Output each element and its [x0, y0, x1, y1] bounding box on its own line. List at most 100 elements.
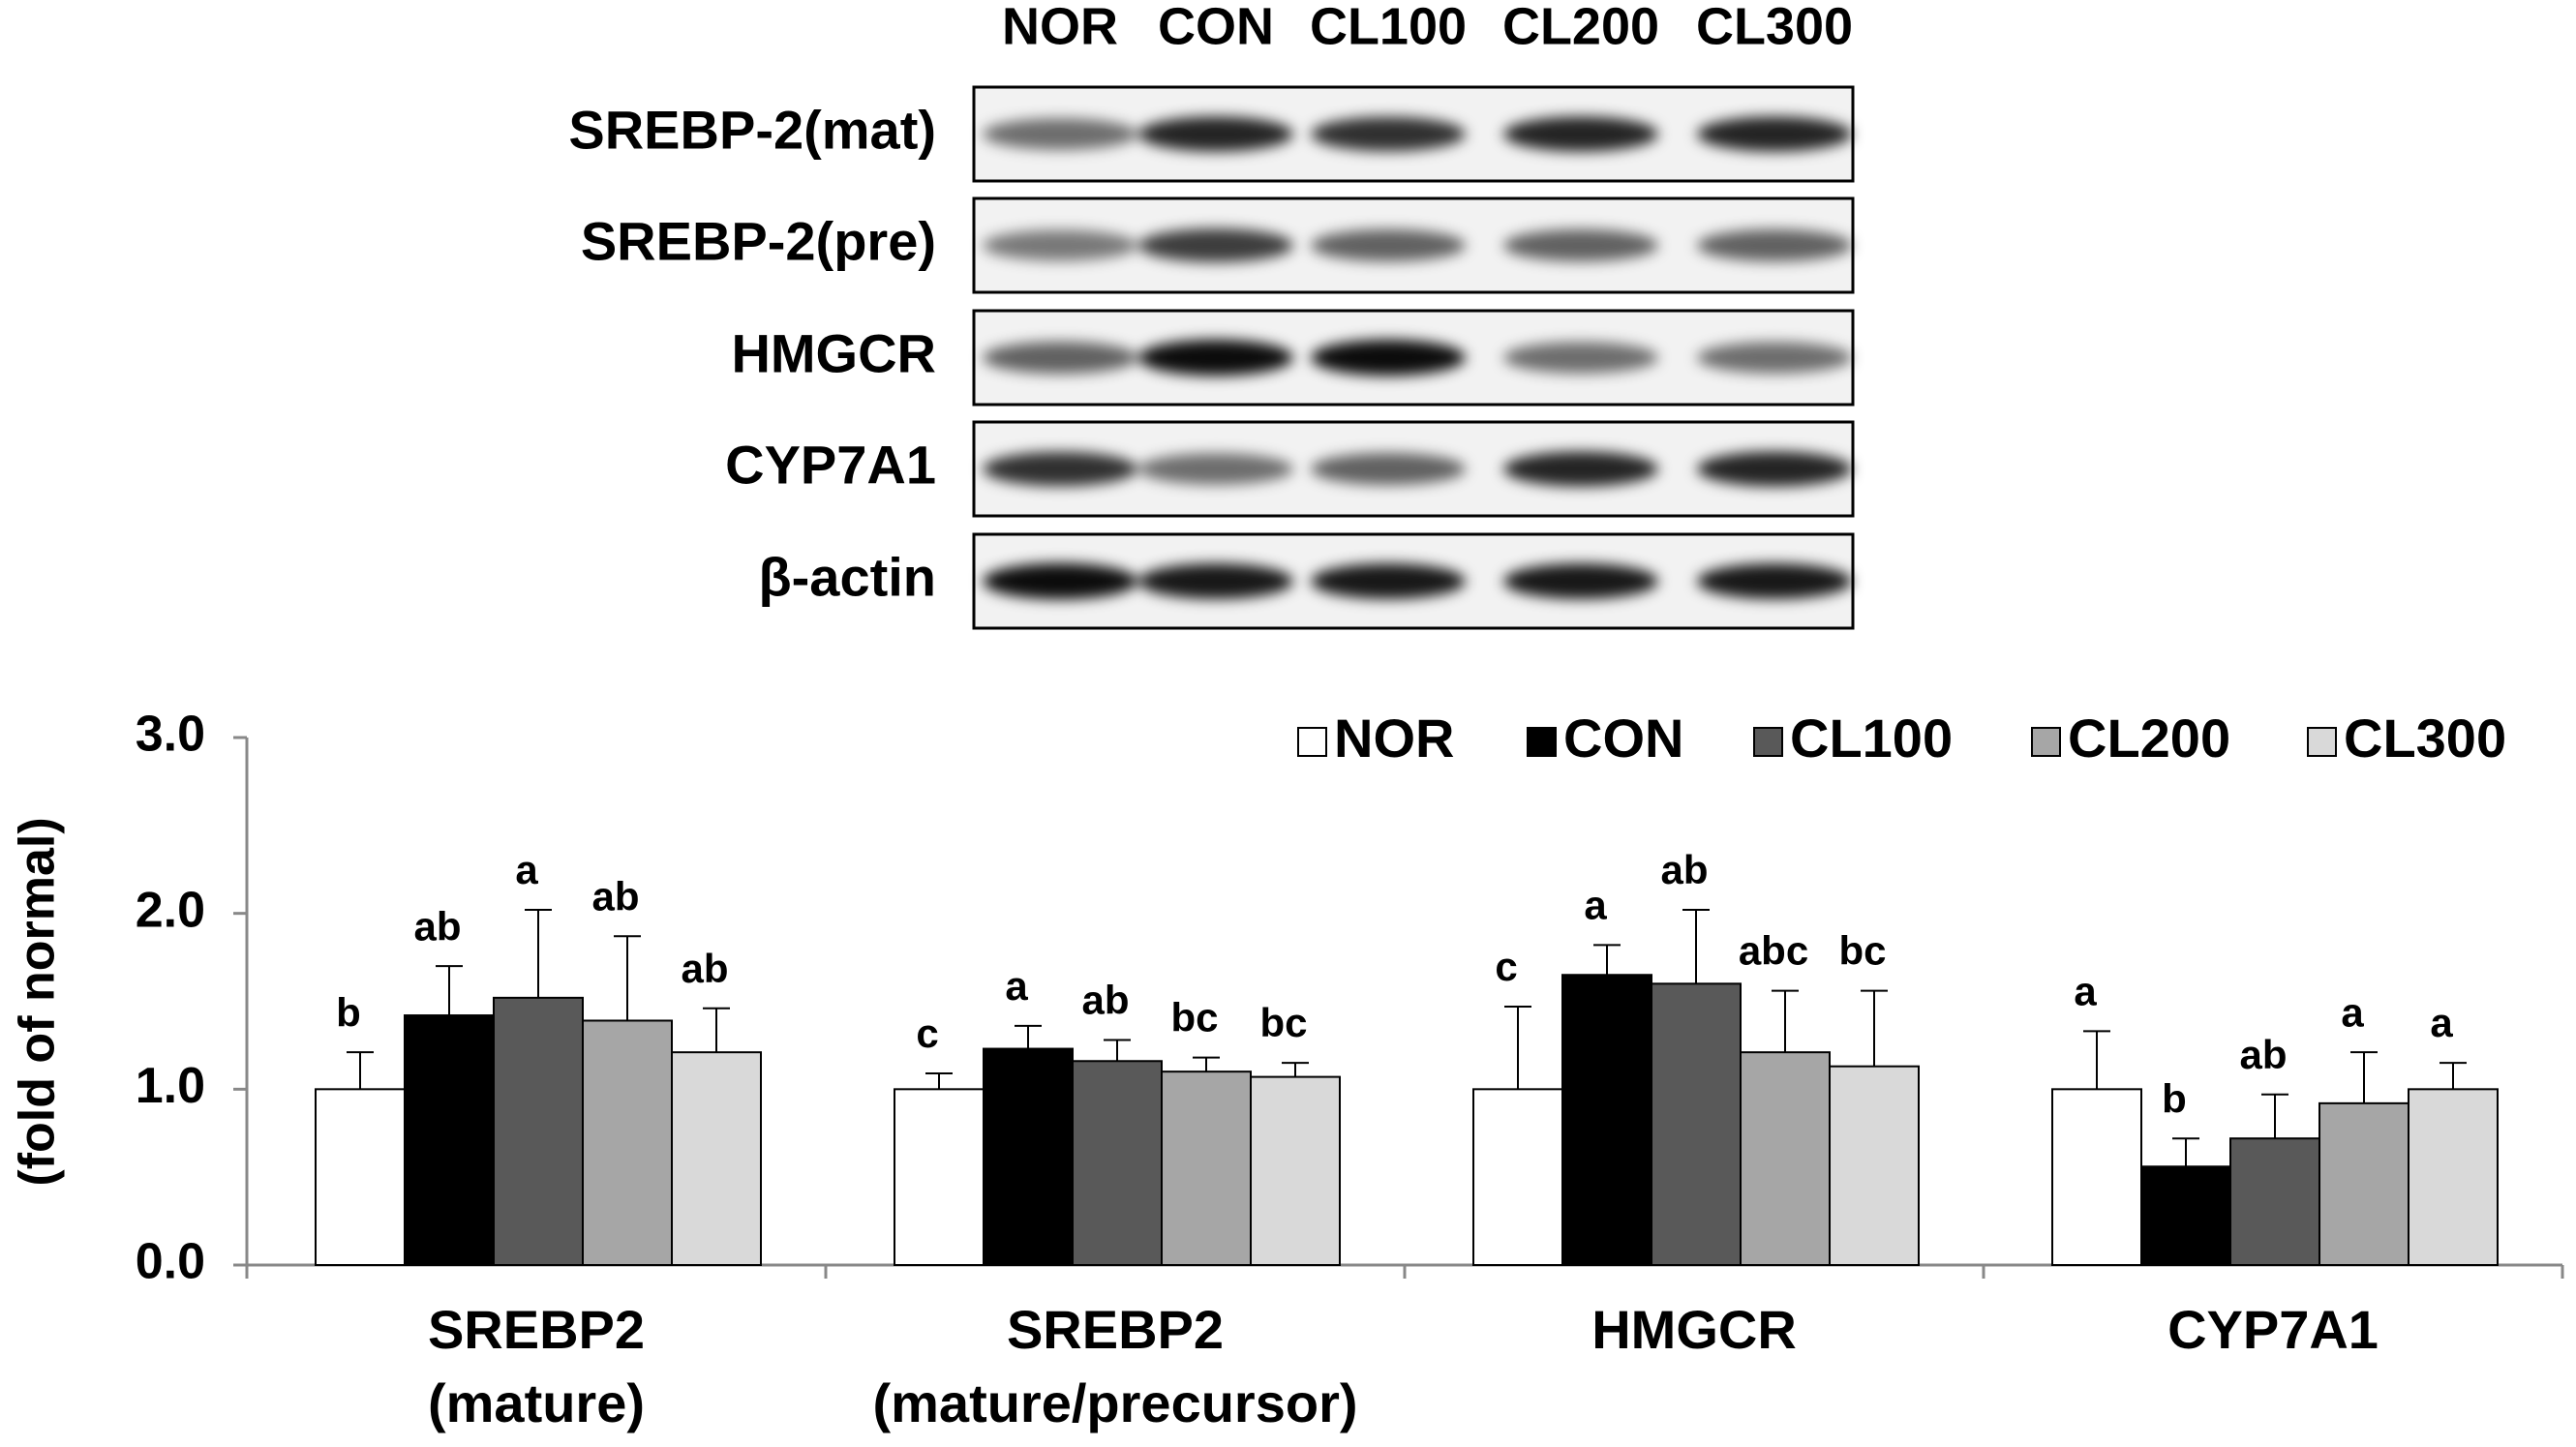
error-bar	[925, 1071, 953, 1090]
bar	[2408, 1088, 2499, 1267]
significance-letter: b	[336, 989, 361, 1035]
band	[1697, 228, 1852, 262]
row-label: β-actin	[758, 546, 936, 607]
significance-letter: a	[515, 847, 538, 892]
band	[1503, 342, 1658, 374]
x-tick-label-line: (mature)	[428, 1372, 645, 1433]
blot-bands	[983, 228, 1852, 262]
x-tick-label: HMGCR	[1591, 1299, 1797, 1360]
error-bar	[1593, 944, 1621, 976]
band	[1697, 451, 1852, 487]
error-bar	[436, 965, 463, 1016]
band	[1697, 563, 1852, 599]
error-bar	[1282, 1062, 1309, 1077]
legend-label: CL300	[2344, 708, 2506, 769]
error-bar	[614, 935, 641, 1021]
bar	[671, 1051, 762, 1267]
legend-label: CL100	[1790, 708, 1953, 769]
error-bar	[1772, 989, 1799, 1053]
significance-letter: bc	[1838, 928, 1886, 974]
bar	[983, 1047, 1074, 1267]
significance-letter: bc	[1170, 995, 1218, 1040]
band	[983, 229, 1137, 261]
bar	[1250, 1075, 1341, 1267]
band	[1138, 339, 1293, 377]
band	[1311, 452, 1466, 486]
x-tick-label: CYP7A1	[2167, 1299, 2379, 1360]
bar	[315, 1088, 406, 1267]
significance-letter: a	[2074, 968, 2097, 1013]
error-bar	[1504, 1005, 1531, 1090]
bar	[1161, 1070, 1252, 1266]
band	[983, 451, 1137, 487]
band	[1503, 563, 1658, 599]
band	[1311, 339, 1466, 377]
significance-letter: c	[916, 1010, 938, 1056]
band	[983, 341, 1137, 375]
y-axis-label: (fold of normal)	[10, 817, 66, 1186]
error-bar	[2172, 1137, 2199, 1167]
error-bar	[2350, 1051, 2378, 1103]
significance-letter: abc	[1739, 928, 1808, 974]
band	[1503, 451, 1658, 487]
legend-swatch	[1753, 727, 1783, 757]
significance-letter: ab	[591, 873, 639, 919]
band	[983, 562, 1137, 600]
error-bar	[2083, 1030, 2110, 1090]
x-tick-label-line: SREBP2	[1007, 1299, 1224, 1360]
bar	[404, 1014, 495, 1266]
legend-label: CL200	[2068, 708, 2230, 769]
band	[1697, 342, 1852, 374]
error-bar	[1015, 1024, 1042, 1049]
bar	[2140, 1165, 2231, 1267]
bar	[1561, 974, 1652, 1266]
error-bar	[2261, 1093, 2288, 1139]
significance-letter: ab	[681, 946, 728, 991]
error-bar	[2440, 1062, 2467, 1090]
bar	[2318, 1101, 2409, 1267]
significance-letter: ab	[1660, 847, 1708, 892]
y-tick-label: 0.0	[136, 1234, 205, 1290]
lane-label: CL300	[1696, 0, 1853, 55]
blot-bands	[983, 116, 1852, 152]
band	[1697, 116, 1852, 152]
significance-letter: bc	[1259, 1000, 1307, 1045]
blot-bands	[983, 562, 1852, 600]
blot-bands	[983, 451, 1852, 487]
row-label: SREBP-2(mat)	[568, 99, 936, 160]
row-label: CYP7A1	[725, 434, 936, 495]
x-tick-label-line: SREBP2	[428, 1299, 645, 1360]
significance-letter: c	[1495, 944, 1517, 989]
bar	[1740, 1051, 1831, 1267]
significance-letter: a	[2430, 1000, 2453, 1045]
band	[1138, 116, 1293, 152]
legend-swatch	[2307, 727, 2337, 757]
error-bar	[1682, 909, 1710, 984]
band	[1311, 116, 1466, 152]
error-bar	[703, 1007, 730, 1053]
legend-label: NOR	[1334, 708, 1454, 769]
legend-swatch	[1527, 727, 1557, 757]
bar	[582, 1019, 673, 1266]
bar	[1072, 1060, 1163, 1267]
band	[983, 118, 1137, 150]
band	[1138, 228, 1293, 262]
x-tick-label-line: (mature/precursor)	[872, 1372, 1357, 1433]
row-label: HMGCR	[731, 322, 936, 383]
significance-letter: ab	[413, 903, 461, 949]
lane-label: CL100	[1310, 0, 1467, 55]
band	[1138, 563, 1293, 599]
lane-label: CON	[1158, 0, 1274, 55]
lane-label: NOR	[1002, 0, 1118, 55]
significance-letter: b	[2162, 1075, 2187, 1121]
error-bar	[525, 909, 552, 998]
error-bar	[1861, 989, 1888, 1067]
significance-letter: a	[1005, 963, 1028, 1009]
bar	[1829, 1065, 1920, 1267]
bar	[2229, 1137, 2320, 1266]
legend-swatch	[2031, 727, 2061, 757]
bar	[1472, 1088, 1563, 1267]
x-tick-label: SREBP2 (mature/precursor)	[872, 1299, 1357, 1433]
